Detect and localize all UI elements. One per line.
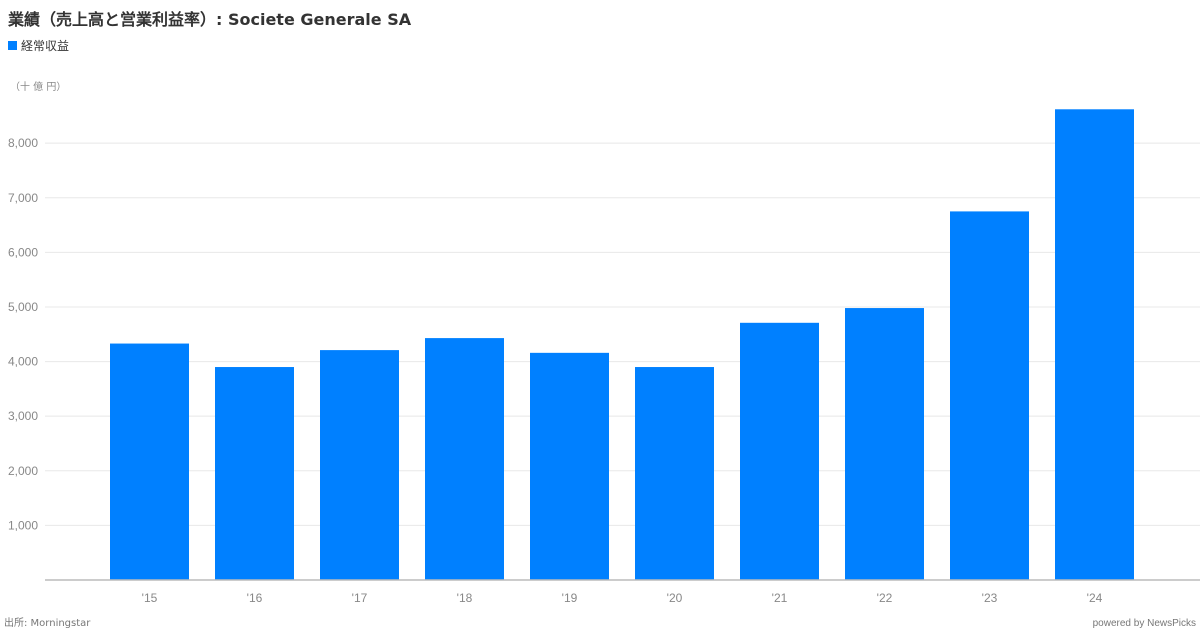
x-tick-label: '15 [142,591,158,605]
y-tick-label: 2,000 [8,464,38,478]
chart-title: 業績（売上高と営業利益率）: Societe Generale SA [8,10,412,29]
bar [425,338,504,580]
source-label: 出所: Morningstar [4,618,91,629]
bar [530,352,609,580]
bar [110,343,189,580]
x-tick-label: '23 [982,591,998,605]
legend-swatch [8,41,17,50]
y-axis-unit-label: （十 億 円） [10,82,67,93]
y-tick-label: 3,000 [8,409,38,423]
bar [635,367,714,580]
y-tick-label: 7,000 [8,191,38,205]
bar [320,350,399,580]
bar [845,308,924,580]
bar [1055,109,1134,580]
legend-label: 経常収益 [21,39,70,53]
y-tick-label: 1,000 [8,518,38,532]
y-tick-label: 5,000 [8,300,38,314]
x-tick-label: '19 [562,591,578,605]
x-tick-label: '18 [457,591,473,605]
y-tick-label: 8,000 [8,136,38,150]
y-tick-label: 6,000 [8,245,38,259]
bar [215,367,294,580]
x-tick-label: '21 [772,591,788,605]
y-tick-label: 4,000 [8,355,38,369]
bar [740,322,819,580]
bar [950,211,1029,581]
powered-by-label: powered by NewsPicks [1092,618,1196,629]
x-tick-label: '24 [1087,591,1103,605]
x-tick-label: '20 [667,591,683,605]
x-tick-label: '22 [877,591,893,605]
legend: 経常収益 [8,37,69,54]
x-tick-label: '17 [352,591,368,605]
x-tick-label: '16 [247,591,263,605]
